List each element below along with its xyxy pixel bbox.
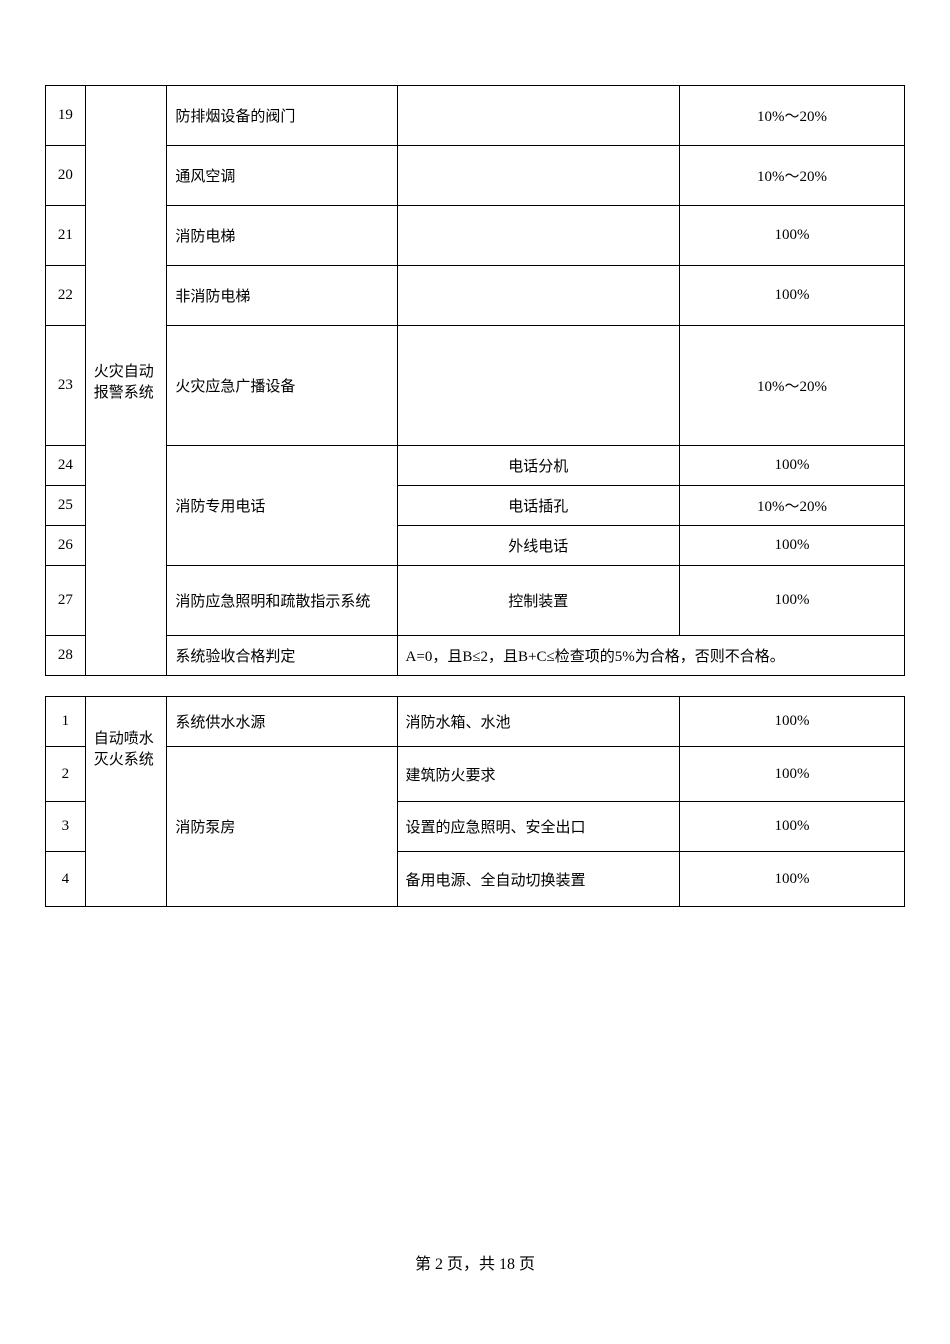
row-number: 23 [46, 326, 86, 446]
row-number: 25 [46, 486, 86, 526]
item-cell: 通风空调 [167, 146, 397, 206]
item-cell: 非消防电梯 [167, 266, 397, 326]
page-footer: 第 2 页，共 18 页 [0, 1250, 950, 1274]
item-cell: 消防电梯 [167, 206, 397, 266]
detail-cell [397, 146, 679, 206]
table-row: 19 火灾自动报警系统 防排烟设备的阀门 10%～20% [46, 86, 905, 146]
row-number: 4 [46, 852, 86, 907]
detail-merged-cell: A=0，且B≤2，且B+C≤检查项的5%为合格，否则不合格。 [397, 636, 904, 676]
row-number: 26 [46, 526, 86, 566]
system-label: 火灾自动报警系统 [94, 364, 154, 401]
table-row: 27 消防应急照明和疏散指示系统 控制装置 100% [46, 566, 905, 636]
item-cell: 消防应急照明和疏散指示系统 [167, 566, 397, 636]
detail-cell: 电话插孔 [397, 486, 679, 526]
detail-cell: 电话分机 [397, 446, 679, 486]
detail-cell [397, 266, 679, 326]
detail-cell: 备用电源、全自动切换装置 [397, 852, 679, 907]
percent-cell: 10%～20% [680, 486, 905, 526]
system-category-cell: 自动喷水灭火系统 [85, 697, 167, 907]
page-number: 第 2 页，共 18 页 [415, 1256, 535, 1273]
detail-cell [397, 206, 679, 266]
percent-cell: 10%～20% [680, 146, 905, 206]
table-section-1: 19 火灾自动报警系统 防排烟设备的阀门 10%～20% 20 通风空调 10%… [45, 85, 905, 676]
percent-cell: 100% [680, 206, 905, 266]
percent-cell: 100% [680, 446, 905, 486]
percent-cell: 100% [680, 526, 905, 566]
table-row: 21 消防电梯 100% [46, 206, 905, 266]
detail-cell: 外线电话 [397, 526, 679, 566]
table-row: 23 火灾应急广播设备 10%～20% [46, 326, 905, 446]
row-number: 19 [46, 86, 86, 146]
percent-cell: 100% [680, 697, 905, 747]
percent-cell: 10%～20% [680, 326, 905, 446]
row-number: 28 [46, 636, 86, 676]
table-spacer [45, 676, 905, 696]
detail-cell: 控制装置 [397, 566, 679, 636]
row-number: 21 [46, 206, 86, 266]
row-number: 22 [46, 266, 86, 326]
row-number: 27 [46, 566, 86, 636]
system-category-cell: 火灾自动报警系统 [85, 86, 167, 676]
row-number: 20 [46, 146, 86, 206]
item-cell: 消防泵房 [167, 747, 397, 907]
item-cell: 火灾应急广播设备 [167, 326, 397, 446]
item-cell: 系统验收合格判定 [167, 636, 397, 676]
item-cell: 消防专用电话 [167, 446, 397, 566]
table-row: 20 通风空调 10%～20% [46, 146, 905, 206]
item-cell: 系统供水水源 [167, 697, 397, 747]
detail-cell: 建筑防火要求 [397, 747, 679, 802]
table-section-2: 1 自动喷水灭火系统 系统供水水源 消防水箱、水池 100% 2 消防泵房 建筑… [45, 696, 905, 907]
row-number: 2 [46, 747, 86, 802]
percent-cell: 10%～20% [680, 86, 905, 146]
table-row: 1 自动喷水灭火系统 系统供水水源 消防水箱、水池 100% [46, 697, 905, 747]
system-label: 自动喷水灭火系统 [94, 731, 154, 768]
table-row: 24 消防专用电话 电话分机 100% [46, 446, 905, 486]
item-cell: 防排烟设备的阀门 [167, 86, 397, 146]
detail-cell: 消防水箱、水池 [397, 697, 679, 747]
detail-cell: 设置的应急照明、安全出口 [397, 802, 679, 852]
row-number: 3 [46, 802, 86, 852]
detail-cell [397, 86, 679, 146]
table-row: 28 系统验收合格判定 A=0，且B≤2，且B+C≤检查项的5%为合格，否则不合… [46, 636, 905, 676]
percent-cell: 100% [680, 852, 905, 907]
table-row: 2 消防泵房 建筑防火要求 100% [46, 747, 905, 802]
table-row: 22 非消防电梯 100% [46, 266, 905, 326]
percent-cell: 100% [680, 802, 905, 852]
row-number: 1 [46, 697, 86, 747]
percent-cell: 100% [680, 266, 905, 326]
row-number: 24 [46, 446, 86, 486]
percent-cell: 100% [680, 747, 905, 802]
percent-cell: 100% [680, 566, 905, 636]
detail-cell [397, 326, 679, 446]
document-container: 19 火灾自动报警系统 防排烟设备的阀门 10%～20% 20 通风空调 10%… [45, 85, 905, 907]
